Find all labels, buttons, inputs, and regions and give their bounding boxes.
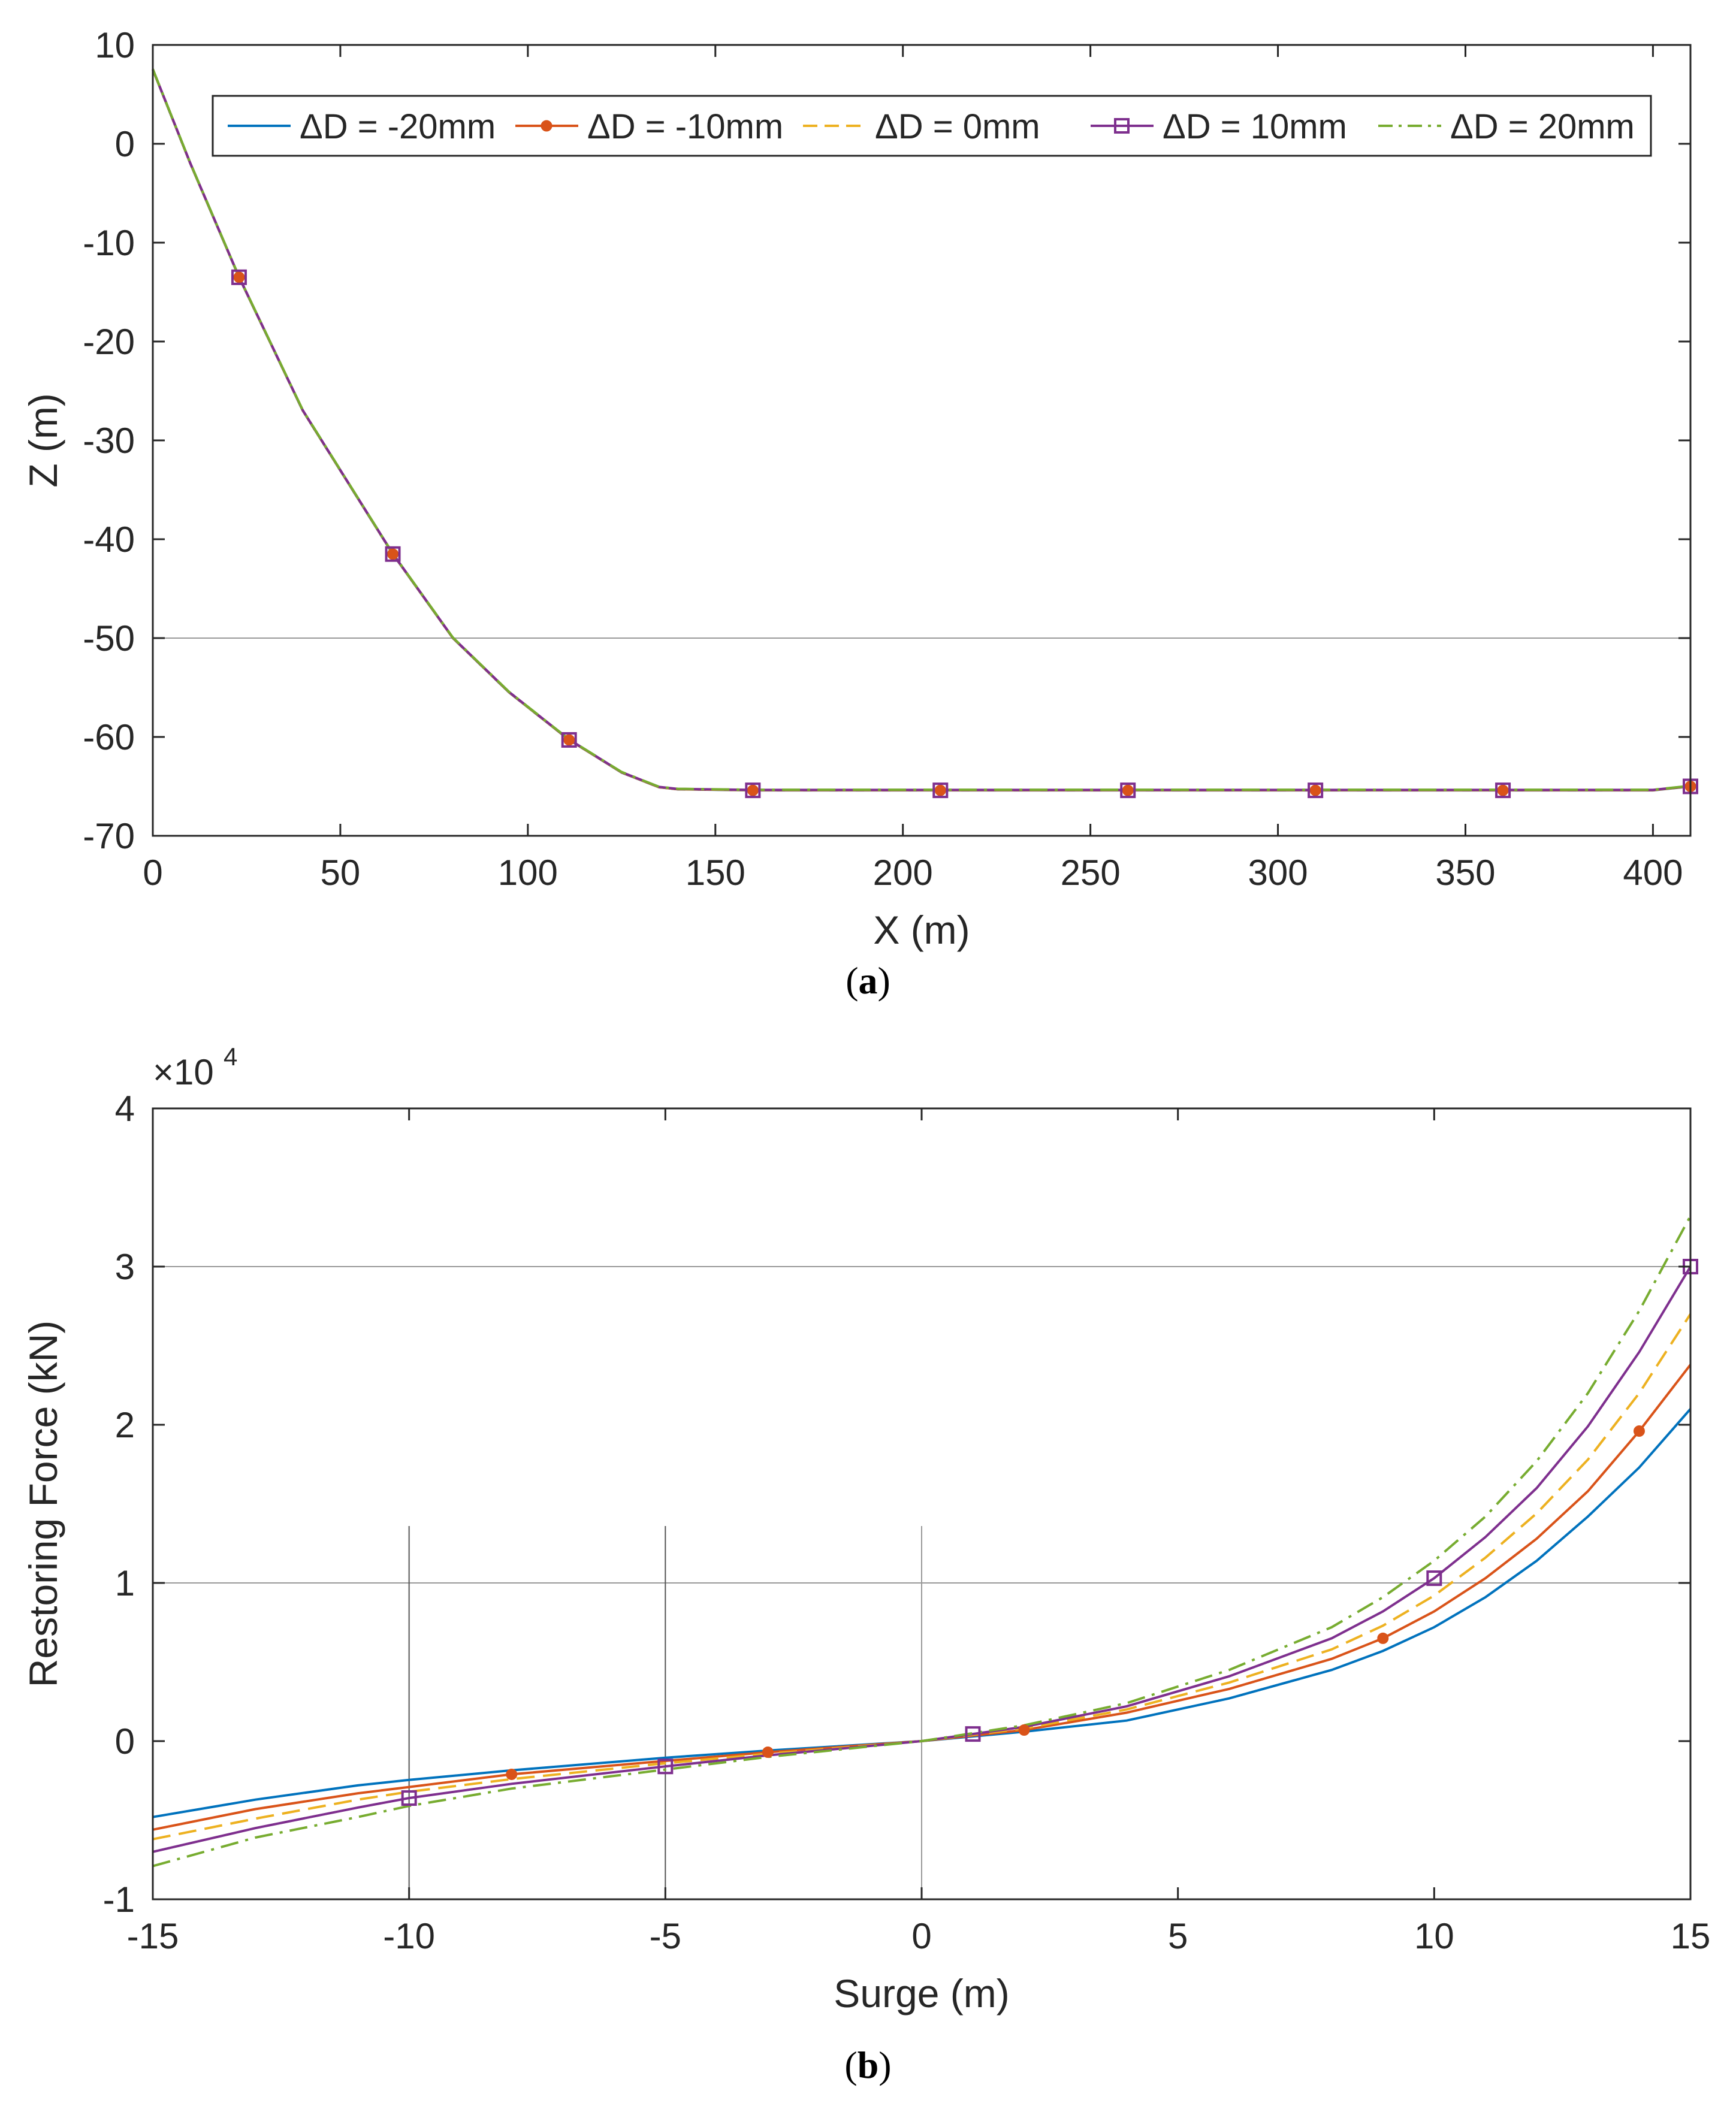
- chart-b-series-line-3: [152, 1265, 1692, 1853]
- chart-a-y-tick-label: -10: [83, 223, 135, 263]
- chart-a-legend-label-4: ΔD = 20mm: [1450, 107, 1635, 146]
- chart-b-y-exponent-power: 4: [224, 1043, 237, 1071]
- chart-b-marker-square: [401, 1790, 417, 1806]
- chart-a-x-tick-label: 150: [686, 853, 745, 893]
- chart-a-y-tick-label: -40: [83, 519, 135, 560]
- chart-b-y-tick-label: 0: [115, 1721, 135, 1761]
- chart-a-x-tick-label: 400: [1623, 853, 1683, 893]
- chart-b-series-line-4: [152, 1215, 1692, 1868]
- chart-b-series-line-0: [152, 1408, 1692, 1818]
- chart-a-marker-dot: [387, 548, 399, 560]
- chart-a-marker-square: [1120, 782, 1136, 799]
- chart-a-marker-dot: [1122, 784, 1134, 796]
- chart-b-x-tick-label: -15: [127, 1916, 179, 1956]
- caption-a-open: (: [846, 959, 859, 1002]
- chart-b-y-tick-label: 1: [115, 1563, 135, 1603]
- chart-b-y-exponent-base: ×10: [153, 1052, 214, 1092]
- chart-a-y-tick-label: -20: [83, 322, 135, 362]
- chart-b-marker-dot: [1377, 1632, 1389, 1644]
- chart-a-series-line-1: [152, 69, 1691, 791]
- chart-a-marker-dot: [233, 271, 245, 283]
- chart-b-x-tick-label: 0: [911, 1916, 931, 1956]
- chart-b-series-line-1: [152, 1364, 1692, 1831]
- chart-b-x-tick-label: 5: [1168, 1916, 1188, 1956]
- chart-a-marker-square: [1308, 782, 1324, 799]
- chart-a-marker-square: [385, 546, 401, 562]
- chart-a-y-tick-label: -70: [83, 816, 135, 856]
- chart-b-series-line-2: [152, 1313, 1692, 1841]
- chart-a-y-tick-label: -50: [83, 618, 135, 658]
- caption-a-close: ): [877, 959, 890, 1002]
- chart-a-marker-dot: [1309, 784, 1321, 796]
- caption-b-open: (: [844, 2044, 858, 2086]
- chart-b-marker-dot: [506, 1768, 518, 1780]
- chart-b-marker-dot: [762, 1746, 774, 1758]
- caption-b-letter: b: [857, 2044, 879, 2086]
- chart-a-y-tick-label: 10: [95, 25, 135, 65]
- chart-a-y-tick-label: -60: [83, 717, 135, 757]
- chart-a-x-tick-label: 0: [143, 853, 162, 893]
- chart-b-y-tick-label: 4: [115, 1089, 135, 1129]
- chart-a-y-tick-label: 0: [115, 124, 135, 164]
- chart-a-marker-dot: [747, 784, 759, 796]
- chart-a-series-line-3: [152, 68, 1691, 791]
- chart-a-series-line-0: [152, 69, 1691, 792]
- chart-a-x-axis-label: X (m): [873, 908, 970, 952]
- chart-b-x-axis-label: Surge (m): [834, 1971, 1009, 2016]
- caption-a-letter: a: [858, 959, 878, 1002]
- chart-a-series-line-4: [152, 68, 1691, 791]
- chart-a-legend-label-1: ΔD = -10mm: [587, 107, 783, 146]
- chart-a-marker-dot: [563, 734, 575, 746]
- chart-a-series-line-2: [152, 69, 1691, 791]
- chart-b-marker-square: [965, 1726, 981, 1742]
- caption-b-close: ): [878, 2044, 892, 2086]
- chart-b-x-tick-label: 10: [1414, 1916, 1454, 1956]
- chart-a-y-tick-label: -30: [83, 421, 135, 461]
- chart-a-legend-marker-square: [1114, 118, 1130, 134]
- chart-a-marker-square: [561, 732, 577, 748]
- chart-a-marker-dot: [934, 784, 946, 796]
- chart-b-x-tick-label: 15: [1671, 1916, 1711, 1956]
- chart-a-marker-dot: [1497, 784, 1509, 796]
- chart-b-y-axis-label: Restoring Force (kN): [21, 1321, 65, 1687]
- chart-b-y-tick-label: 2: [115, 1405, 135, 1445]
- chart-b-y-tick-label: -1: [103, 1880, 135, 1920]
- chart-a-x-tick-label: 50: [321, 853, 361, 893]
- chart-b-marker-dot: [1018, 1724, 1030, 1736]
- chart-a-x-tick-label: 100: [498, 853, 558, 893]
- chart-a-legend-label-3: ΔD = 10mm: [1163, 107, 1347, 146]
- chart-a-legend-marker-dot: [541, 120, 552, 132]
- chart-a-legend: ΔD = -20mm ΔD = -10mm ΔD = 0mm ΔD = 10mm ΔD …: [212, 95, 1652, 157]
- chart-a-marker-square: [231, 269, 247, 285]
- chart-a-marker-square: [745, 782, 761, 799]
- chart-a-legend-label-0: ΔD = -20mm: [300, 107, 496, 146]
- chart-a-x-tick-label: 300: [1248, 853, 1308, 893]
- chart-a-plot-frame: [152, 44, 1692, 837]
- chart-b-y-tick-label: 3: [115, 1247, 135, 1287]
- chart-b-marker-dot: [1633, 1425, 1645, 1437]
- chart-a-y-axis-label: Z (m): [21, 393, 65, 488]
- chart-a-legend-label-2: ΔD = 0mm: [875, 107, 1040, 146]
- chart-a-x-tick-label: 350: [1435, 853, 1495, 893]
- caption-a: (a): [0, 959, 1736, 1003]
- chart-a-marker-square: [932, 782, 949, 799]
- chart-b-x-tick-label: -10: [383, 1916, 435, 1956]
- chart-a-xz-profile: 0 50 100 150 200 250 300 350 400100-10-20-30-40-…: [21, 25, 1698, 952]
- chart-a-x-tick-label: 200: [873, 853, 933, 893]
- caption-b: (b): [0, 2043, 1736, 2087]
- chart-a-marker-square: [1495, 782, 1511, 799]
- chart-b-marker-square: [657, 1758, 674, 1775]
- chart-b-marker-square: [1426, 1570, 1442, 1587]
- chart-a-x-tick-label: 250: [1061, 853, 1121, 893]
- chart-b-x-tick-label: -5: [650, 1916, 681, 1956]
